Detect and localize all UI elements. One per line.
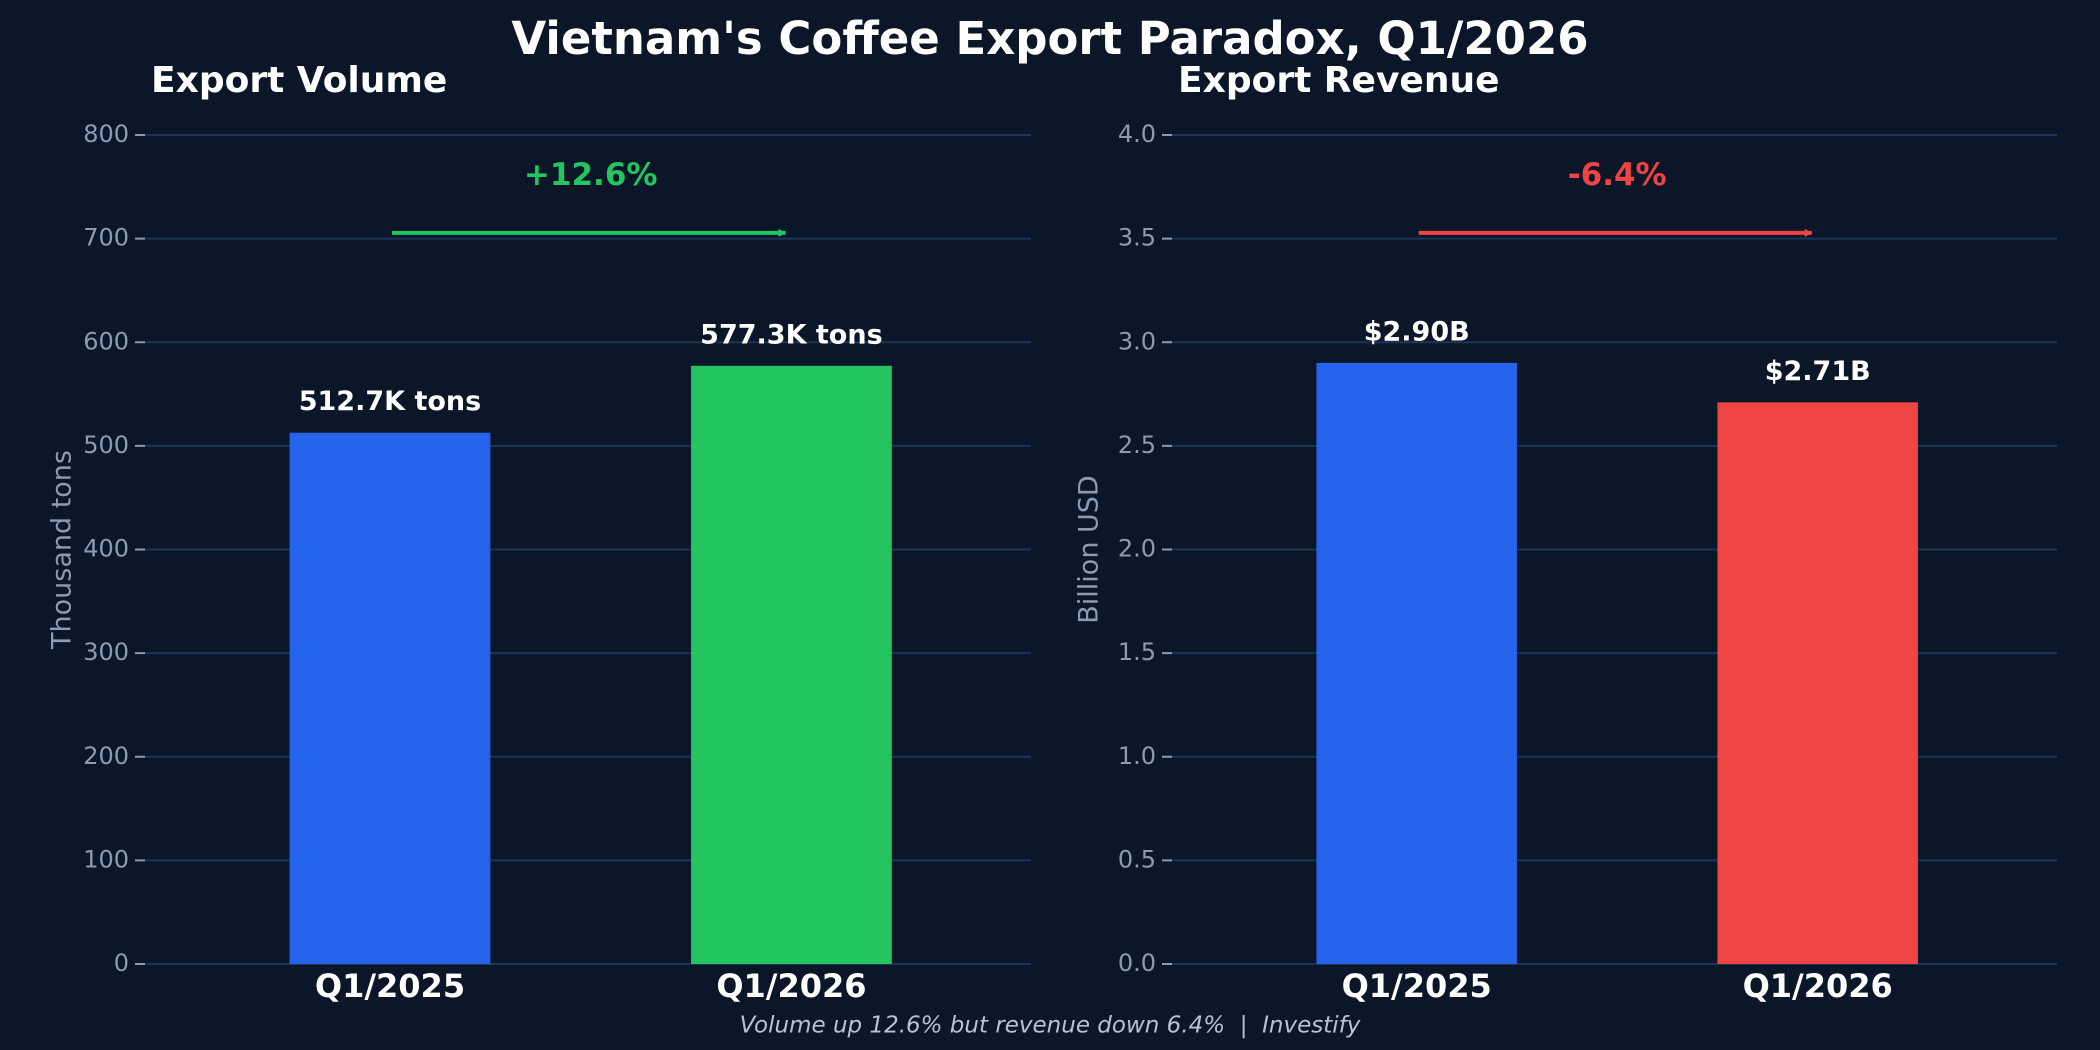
y-tick-label: 200	[83, 742, 129, 770]
y-tick-label: 3.5	[1118, 224, 1156, 252]
subplot-title: Export Revenue	[1178, 60, 1500, 101]
value-label: 577.3K tons	[700, 319, 882, 350]
y-tick-label: 2.0	[1118, 535, 1156, 563]
bar	[1316, 362, 1517, 965]
y-axis-label: Billion USD	[1074, 475, 1105, 623]
y-tick-label: 700	[83, 224, 129, 252]
subplot-title: Export Volume	[151, 60, 447, 101]
x-tick-label: Q1/2025	[315, 967, 465, 1005]
y-tick-label: 300	[83, 638, 129, 666]
footer: Volume up 12.6% but revenue down 6.4% | …	[740, 1013, 1361, 1039]
y-tick-label: 800	[83, 120, 129, 148]
x-tick-label: Q1/2026	[1743, 967, 1893, 1005]
y-tick-label: 4.0	[1118, 120, 1156, 148]
change-annotation: -6.4%	[1568, 157, 1667, 193]
y-tick-label: 500	[83, 431, 129, 459]
main-title: Vietnam's Coffee Export Paradox, Q1/2026	[511, 12, 1588, 65]
value-label: $2.71B	[1765, 356, 1871, 387]
bar	[691, 365, 892, 964]
change-annotation: +12.6%	[524, 157, 658, 193]
value-label: $2.90B	[1364, 316, 1470, 347]
value-label: 512.7K tons	[299, 386, 481, 417]
y-tick-label: 400	[83, 535, 129, 563]
x-tick-label: Q1/2025	[1342, 967, 1492, 1005]
y-tick-label: 600	[83, 327, 129, 355]
y-tick-label: 1.0	[1118, 742, 1156, 770]
y-tick-label: 0.0	[1118, 949, 1156, 977]
y-tick-label: 1.5	[1118, 638, 1156, 666]
x-tick-label: Q1/2026	[716, 967, 866, 1005]
bar	[289, 432, 491, 965]
bar	[1717, 402, 1918, 964]
y-tick-label: 3.0	[1118, 327, 1156, 355]
y-tick-label: 2.5	[1118, 431, 1156, 459]
y-tick-label: 0	[114, 949, 129, 977]
y-tick-label: 0.5	[1118, 845, 1156, 873]
y-axis-label: Thousand tons	[47, 450, 78, 650]
y-tick-label: 100	[83, 845, 129, 873]
